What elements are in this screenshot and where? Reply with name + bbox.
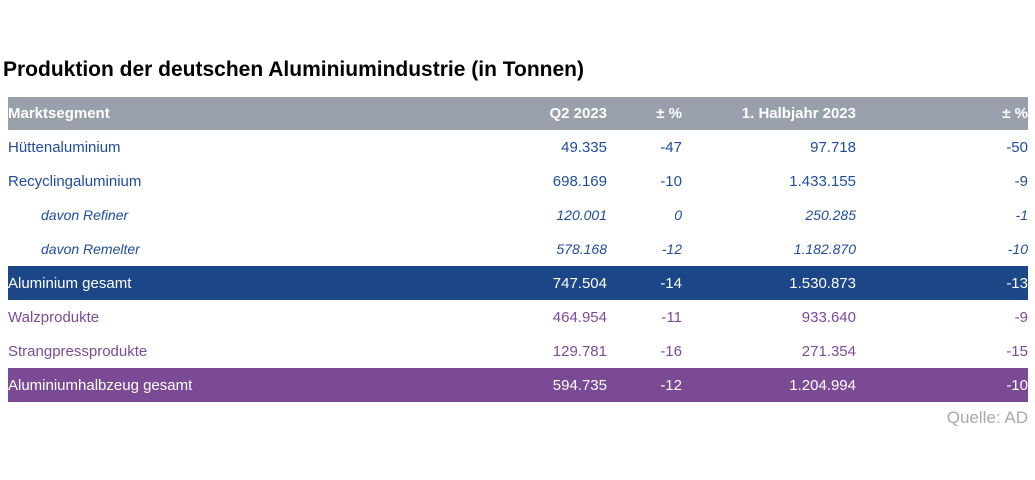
row-label-cell: Aluminiumhalbzeug gesamt [8, 368, 478, 402]
value-cell-q2: 464.954 [552, 308, 607, 326]
production-table-container: Marktsegment Q2 2023 ± % 1. Halbjahr 202… [8, 97, 1028, 402]
table-header-row: Marktsegment Q2 2023 ± % 1. Halbjahr 202… [8, 97, 1028, 130]
row-label-cell: Aluminium gesamt [8, 266, 478, 300]
value-cell-h1: 97.718 [810, 138, 856, 156]
value-cell-q2: 747.504 [478, 266, 607, 300]
table-row-aluminium-gesamt: Aluminium gesamt 747.504 -14 1.530.873 -… [8, 266, 1028, 300]
value-cell-h1-pct: -10 [1007, 241, 1028, 257]
value-cell-h1-pct: -1 [1015, 207, 1028, 223]
row-label-cell: Recyclingaluminium [8, 172, 142, 190]
value-cell-h1-pct: -13 [856, 266, 1028, 300]
value-cell-q2-pct: 0 [674, 207, 682, 223]
value-cell-h1-pct: -9 [1014, 308, 1028, 326]
source-label: Quelle: AD [946, 408, 1028, 427]
value-cell-h1-pct: -50 [1006, 138, 1028, 156]
row-label-cell: Walzprodukte [8, 308, 100, 326]
value-cell-q2-pct: -16 [660, 342, 682, 360]
value-cell-q2-pct: -12 [607, 368, 682, 402]
value-cell-h1: 1.530.873 [682, 266, 856, 300]
header-cell-halbjahr-pct: ± % [856, 97, 1028, 130]
row-label-cell: Hüttenaluminium [8, 138, 121, 156]
header-cell-q2-pct: ± % [607, 97, 682, 130]
header-cell-q2-2023: Q2 2023 [478, 97, 607, 130]
value-cell-h1: 271.354 [801, 342, 856, 360]
table-row-davon-refiner: davon Refiner 120.001 0 250.285 -1 [8, 198, 1028, 232]
table-row-walzprodukte: Walzprodukte 464.954 -11 933.640 -9 [8, 300, 1028, 334]
value-cell-q2-pct: -11 [661, 308, 682, 326]
value-cell-q2: 120.001 [556, 207, 607, 223]
table-row-huettenaluminium: Hüttenaluminium 49.335 -47 97.718 -50 [8, 130, 1028, 164]
value-cell-q2-pct: -47 [660, 138, 682, 156]
table-row-strangpressprodukte: Strangpressprodukte 129.781 -16 271.354 … [8, 334, 1028, 368]
table-row-aluminiumhalbzeug-gesamt: Aluminiumhalbzeug gesamt 594.735 -12 1.2… [8, 368, 1028, 402]
value-cell-h1-pct: -15 [1006, 342, 1028, 360]
row-label-cell: davon Remelter [41, 241, 140, 257]
value-cell-q2: 594.735 [478, 368, 607, 402]
page-title: Produktion der deutschen Aluminiumindust… [3, 58, 584, 81]
value-cell-h1: 1.204.994 [682, 368, 856, 402]
value-cell-h1: 1.433.155 [789, 172, 856, 190]
value-cell-q2-pct: -14 [607, 266, 682, 300]
value-cell-h1: 250.285 [805, 207, 856, 223]
value-cell-h1: 1.182.870 [793, 241, 856, 257]
production-table: Marktsegment Q2 2023 ± % 1. Halbjahr 202… [8, 97, 1028, 402]
value-cell-q2-pct: -10 [660, 172, 682, 190]
value-cell-q2: 578.168 [556, 241, 607, 257]
value-cell-q2-pct: -12 [661, 241, 682, 257]
header-cell-halbjahr-2023: 1. Halbjahr 2023 [682, 97, 856, 130]
table-row-recyclingaluminium: Recyclingaluminium 698.169 -10 1.433.155… [8, 164, 1028, 198]
value-cell-h1-pct: -9 [1014, 172, 1028, 190]
value-cell-q2: 698.169 [552, 172, 607, 190]
value-cell-q2: 129.781 [552, 342, 607, 360]
value-cell-q2: 49.335 [561, 138, 607, 156]
row-label-cell: davon Refiner [41, 207, 129, 223]
header-cell-marktsegment: Marktsegment [8, 97, 478, 130]
table-row-davon-remelter: davon Remelter 578.168 -12 1.182.870 -10 [8, 232, 1028, 266]
value-cell-h1: 933.640 [801, 308, 856, 326]
row-label-cell: Strangpressprodukte [8, 342, 148, 360]
value-cell-h1-pct: -10 [856, 368, 1028, 402]
